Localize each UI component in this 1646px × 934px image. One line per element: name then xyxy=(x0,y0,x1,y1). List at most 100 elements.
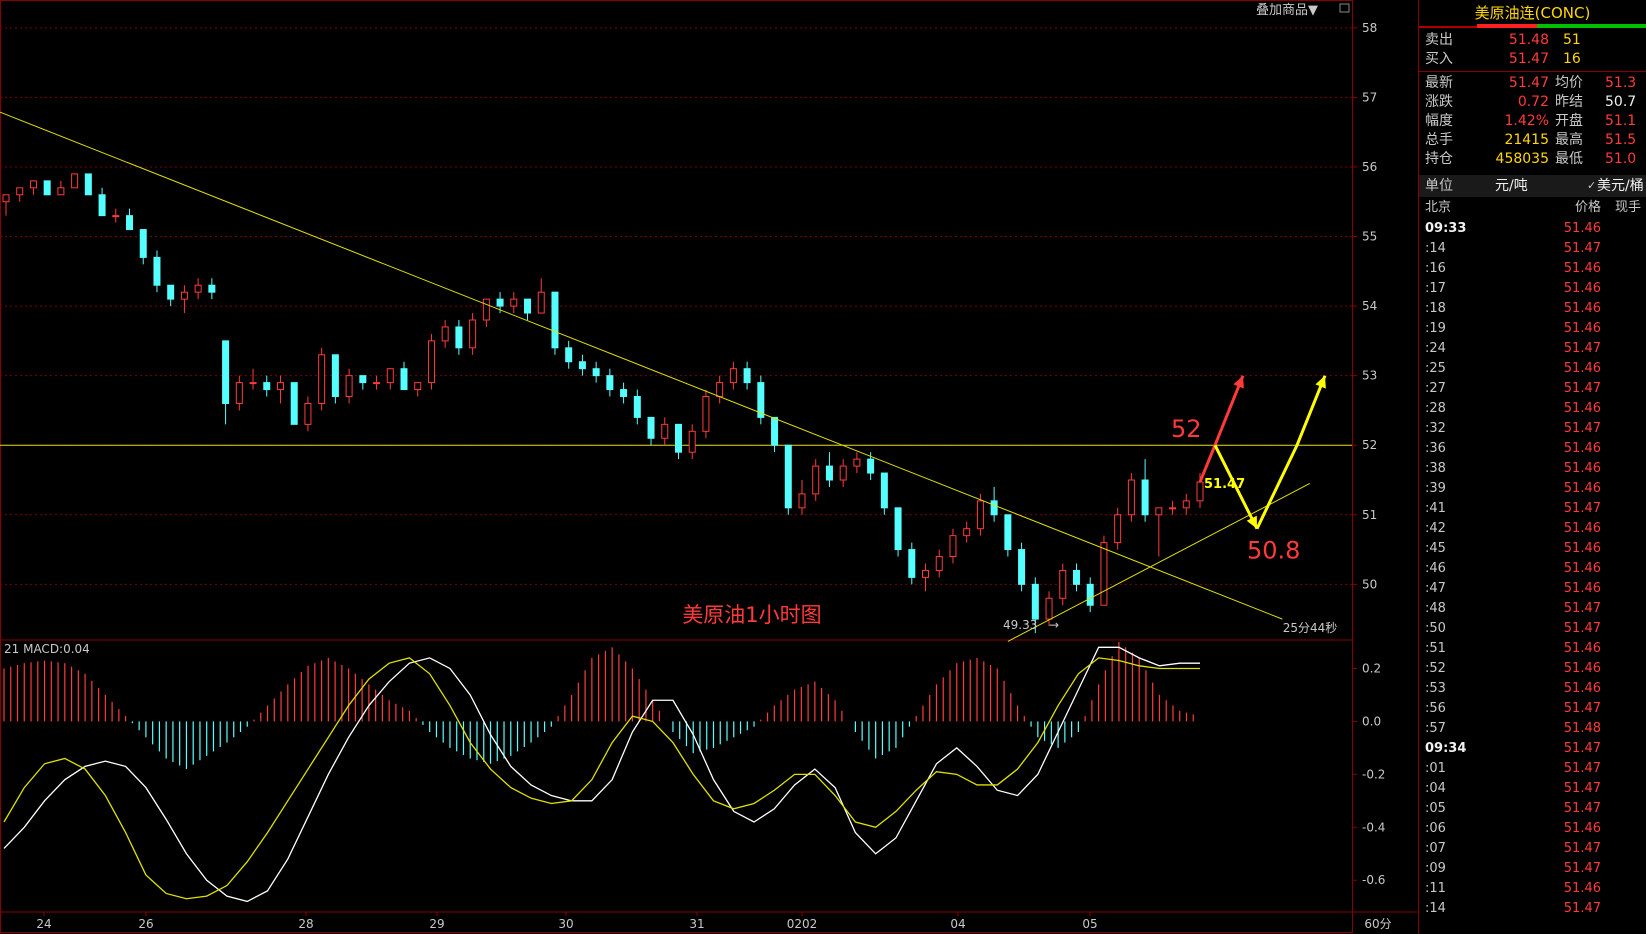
candle-body xyxy=(798,493,806,509)
tick-row: :14 51.47 xyxy=(1419,239,1646,259)
macd-label: 21 MACD:0.04 xyxy=(4,642,90,656)
kline-chart-area[interactable]: 58 57 56 55 54 53 52 51 50 52 50.8 51.47 49.33 → 美原油1小… xyxy=(0,0,1418,934)
tick-time: :01 xyxy=(1425,761,1446,776)
price-tick-label: 57 xyxy=(1362,90,1377,104)
tick-row: :36 51.46 xyxy=(1419,439,1646,459)
candle-body xyxy=(935,556,943,571)
candle-body xyxy=(359,375,367,384)
tick-volume: 1 xyxy=(1615,779,1646,799)
tick-row: :48 51.47 xyxy=(1419,599,1646,619)
unit-row[interactable]: 单位 元/吨 ✓ 美元/桶 xyxy=(1419,175,1646,197)
tick-price: 51.46 xyxy=(1563,441,1601,456)
stat-value: 1.42% xyxy=(1504,113,1549,129)
candle-body xyxy=(1004,514,1012,551)
tick-price: 51.47 xyxy=(1563,501,1601,516)
tick-time: :51 xyxy=(1425,641,1446,656)
stat-value: 51.3 xyxy=(1605,75,1637,91)
tick-price: 51.46 xyxy=(1563,221,1601,236)
candle-body xyxy=(496,298,504,307)
tick-price: 51.46 xyxy=(1563,481,1601,496)
candle-body xyxy=(606,375,614,391)
candle-body xyxy=(208,284,216,293)
stat-label: 持仓 xyxy=(1425,151,1453,167)
candle-body xyxy=(43,180,51,196)
tick-time: :41 xyxy=(1425,501,1446,516)
stat-value: 51.47 xyxy=(1508,75,1549,91)
tick-row: :07 51.47 xyxy=(1419,839,1646,859)
buy-volume: 16 xyxy=(1563,51,1581,67)
stat-value: 51.5 xyxy=(1605,132,1637,148)
low-price-arrow: → xyxy=(1049,618,1059,632)
candle-body xyxy=(702,396,710,432)
tick-row: :06 51.46 xyxy=(1419,819,1646,839)
sell-strength-bar xyxy=(1477,24,1537,28)
candle-body xyxy=(1141,479,1149,516)
sell-price: 51.48 xyxy=(1508,32,1549,48)
price-tick-label: 51 xyxy=(1362,508,1377,522)
candle-body xyxy=(57,187,65,196)
tick-time: :53 xyxy=(1425,681,1446,696)
candle-body xyxy=(976,500,984,530)
price-tick-label: 54 xyxy=(1362,299,1377,313)
sell-label: 卖出 xyxy=(1425,32,1453,48)
candle-body xyxy=(922,569,930,578)
candle-body xyxy=(414,382,422,391)
tick-price: 51.47 xyxy=(1563,841,1601,856)
time-tick-label: 26 xyxy=(138,917,153,931)
tick-row: :45 51.46 2 xyxy=(1419,539,1646,559)
candle-body xyxy=(894,507,902,551)
candle-body xyxy=(565,347,573,363)
candle-body xyxy=(812,465,820,495)
candle-body xyxy=(167,284,175,300)
candle-body xyxy=(880,472,888,509)
tick-price: 51.47 xyxy=(1563,801,1601,816)
unit-alt[interactable]: 美元/桶 xyxy=(1597,178,1644,194)
tick-price: 51.47 xyxy=(1563,241,1601,256)
candle-body xyxy=(304,402,312,425)
tick-row: :38 51.46 xyxy=(1419,459,1646,479)
tick-price: 51.46 xyxy=(1563,681,1601,696)
tick-time: :48 xyxy=(1425,601,1446,616)
descending-trendline xyxy=(0,111,1283,620)
candle-body xyxy=(98,194,106,217)
tick-list[interactable]: 09:33 51.46 1:14 51.47:16 51.46:17 51.46:18 51… xyxy=(1419,219,1646,919)
overlay-products-dropdown: 叠加商品▼ xyxy=(1256,3,1318,18)
tick-price: 51.47 xyxy=(1563,421,1601,436)
time-tick-label: 0202 xyxy=(787,917,818,931)
time-tick-label: 05 xyxy=(1082,917,1097,931)
candle-body xyxy=(853,458,861,467)
candle-body xyxy=(990,500,998,516)
projection-arrow-down xyxy=(1213,444,1259,530)
tick-time: :18 xyxy=(1425,301,1446,316)
tick-row: :42 51.46 xyxy=(1419,519,1646,539)
annotation-52: 52 xyxy=(1171,415,1202,443)
candle-body xyxy=(29,180,37,189)
candle-body xyxy=(839,465,847,481)
chart-frame xyxy=(0,0,1353,933)
candle-body xyxy=(16,187,24,196)
tick-row: :47 51.46 xyxy=(1419,579,1646,599)
tick-price: 51.46 xyxy=(1563,661,1601,676)
tick-price: 51.47 xyxy=(1563,861,1601,876)
candle-body xyxy=(482,298,490,321)
current-price-label: 51.47 xyxy=(1204,477,1245,492)
tick-time: 09:33 xyxy=(1425,221,1467,236)
candle-body xyxy=(455,326,463,349)
candle-body xyxy=(180,291,188,300)
kline-chart[interactable]: 58 57 56 55 54 53 52 51 50 52 50.8 51.47 49.33 → 美原油1小… xyxy=(0,0,1418,934)
candle-body xyxy=(1086,583,1094,606)
tick-row: :01 51.47 xyxy=(1419,759,1646,779)
tick-time: :11 xyxy=(1425,881,1446,896)
candle-body xyxy=(263,382,271,391)
candle-body xyxy=(126,215,134,231)
candle-body xyxy=(318,354,326,404)
candle-body xyxy=(784,444,792,509)
tick-price: 51.46 xyxy=(1563,581,1601,596)
unit-value[interactable]: 元/吨 xyxy=(1495,178,1528,194)
tick-row: :50 51.47 xyxy=(1419,619,1646,639)
stat-value: 21415 xyxy=(1504,132,1549,148)
candle-body xyxy=(331,354,339,398)
stat-label: 涨跌 xyxy=(1425,94,1453,110)
tick-volume: 1 xyxy=(1615,399,1646,419)
candle-body xyxy=(194,284,202,293)
